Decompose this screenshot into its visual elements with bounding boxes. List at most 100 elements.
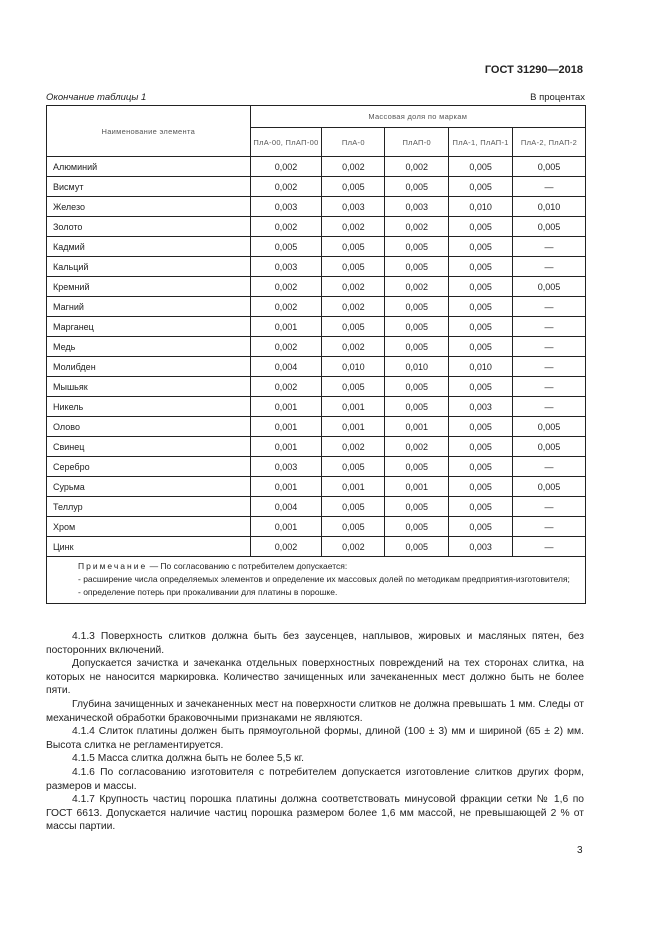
mass-fraction-cell: — [512, 256, 586, 277]
table-row: Сурьма 0,001 0,001 0,001 0,005 0,005 [46, 476, 586, 497]
mass-fraction-cell: 0,002 [249, 536, 323, 557]
mass-fraction-cell: 0,005 [384, 536, 450, 557]
mass-fraction-cell: — [512, 356, 586, 377]
mass-fraction-cell: 0,001 [249, 316, 323, 337]
col-header-grade: ПлАП-0 [384, 127, 450, 157]
element-name: Мышьяк [46, 376, 251, 397]
mass-fraction-cell: 0,005 [321, 256, 386, 277]
mass-fraction-cell: — [512, 536, 586, 557]
mass-fraction-cell: 0,005 [512, 416, 586, 437]
mass-fraction-cell: 0,003 [448, 396, 514, 417]
paragraph: 4.1.4 Слиток платины должен быть прямоуг… [46, 726, 584, 751]
mass-fraction-cell: 0,001 [249, 476, 323, 497]
table-row: Медь 0,002 0,002 0,005 0,005— [46, 336, 586, 357]
paragraph: Глубина зачищенных и зачеканенных мест н… [46, 698, 584, 724]
mass-fraction-cell: 0,005 [448, 216, 514, 237]
element-name: Хром [46, 516, 251, 537]
mass-fraction-cell: 0,005 [384, 176, 450, 197]
table-row: Железо 0,003 0,003 0,003 0,010 0,010 [46, 196, 586, 217]
element-name: Висмут [46, 176, 251, 197]
mass-fraction-cell: 0,002 [384, 436, 450, 457]
col-header-element: Наименование элемента [46, 105, 251, 157]
mass-fraction-cell: — [512, 236, 586, 257]
mass-fraction-cell: 0,005 [448, 416, 514, 437]
mass-fraction-cell: 0,005 [512, 476, 586, 497]
element-name: Теллур [46, 496, 251, 517]
paragraph: 4.1.3 Поверхность слитков должна быть бе… [46, 631, 584, 656]
element-name: Цинк [46, 536, 251, 557]
mass-fraction-cell: 0,004 [249, 496, 323, 517]
mass-fraction-cell: 0,003 [249, 456, 323, 477]
mass-fraction-cell: 0,005 [384, 496, 450, 517]
col-header-group: Массовая доля по маркам [249, 105, 587, 128]
mass-fraction-cell: 0,005 [384, 296, 450, 317]
col-header-grade: ПлА-0 [321, 127, 386, 157]
note-item: - определение потерь при прокаливании дл… [78, 587, 338, 597]
element-name: Кадмий [46, 236, 251, 257]
mass-fraction-cell: 0,005 [512, 276, 586, 297]
mass-fraction-cell: 0,001 [249, 436, 323, 457]
paragraph: Допускается зачистка и зачеканка отдельн… [46, 658, 584, 697]
table-unit: В процентах [530, 92, 585, 103]
mass-fraction-cell: 0,010 [512, 196, 586, 217]
table-row: Теллур 0,004 0,005 0,005 0,005— [46, 496, 586, 517]
mass-fraction-cell: — [512, 496, 586, 517]
mass-fraction-cell: 0,001 [384, 476, 450, 497]
paragraph: 4.1.6 По согласованию изготовителя с пот… [46, 766, 584, 792]
mass-fraction-cell: 0,005 [448, 236, 514, 257]
mass-fraction-cell: 0,010 [448, 196, 514, 217]
mass-fraction-cell: 0,005 [448, 436, 514, 457]
mass-fraction-cell: 0,001 [249, 516, 323, 537]
table-row: Марганец 0,001 0,005 0,005 0,005— [46, 316, 586, 337]
table-note: Примечание — По согласованию с потребите… [46, 556, 586, 604]
element-name: Золото [46, 216, 251, 237]
mass-fraction-cell: 0,002 [249, 336, 323, 357]
mass-fraction-cell: 0,005 [384, 456, 450, 477]
mass-fraction-cell: 0,005 [321, 456, 386, 477]
mass-fraction-cell: 0,005 [448, 336, 514, 357]
mass-fraction-cell: 0,005 [448, 276, 514, 297]
paragraph: 4.1.7 Крупность частиц порошка платины д… [46, 794, 584, 833]
mass-fraction-cell: 0,010 [384, 356, 450, 377]
mass-fraction-cell: 0,001 [384, 416, 450, 437]
element-name: Сурьма [46, 476, 251, 497]
table-row: Мышьяк 0,002 0,005 0,005 0,005— [46, 376, 586, 397]
element-name: Никель [46, 396, 251, 417]
mass-fraction-cell: 0,010 [321, 356, 386, 377]
mass-fraction-cell: 0,005 [321, 516, 386, 537]
mass-fraction-cell: 0,003 [249, 256, 323, 277]
mass-fraction-cell: 0,005 [448, 316, 514, 337]
mass-fraction-cell: 0,005 [448, 176, 514, 197]
mass-fraction-cell: 0,002 [384, 276, 450, 297]
mass-fraction-cell: 0,005 [384, 336, 450, 357]
mass-fraction-cell: 0,005 [384, 516, 450, 537]
mass-fraction-cell: 0,003 [384, 196, 450, 217]
mass-fraction-cell: 0,005 [384, 256, 450, 277]
note-label: Примечание [78, 561, 148, 571]
mass-fraction-cell: 0,002 [321, 156, 386, 177]
mass-fraction-cell: 0,005 [249, 236, 323, 257]
mass-fraction-cell: 0,005 [384, 236, 450, 257]
mass-fraction-cell: 0,002 [384, 156, 450, 177]
mass-fraction-cell: 0,002 [321, 216, 386, 237]
mass-fraction-cell: 0,002 [321, 536, 386, 557]
mass-fraction-cell: 0,001 [321, 416, 386, 437]
mass-fraction-cell: 0,005 [384, 316, 450, 337]
mass-fraction-cell: 0,005 [512, 156, 586, 177]
element-name: Алюминий [46, 156, 251, 177]
mass-fraction-cell: 0,005 [448, 496, 514, 517]
mass-fraction-cell: — [512, 296, 586, 317]
note-intro: — По согласованию с потребителем допуска… [147, 561, 348, 571]
paragraph: 4.1.5 Масса слитка должна быть не более … [72, 753, 304, 765]
mass-fraction-cell: 0,002 [321, 436, 386, 457]
mass-fraction-cell: 0,005 [321, 496, 386, 517]
col-header-grade: ПлА-00, ПлАП-00 [249, 127, 323, 157]
element-name: Серебро [46, 456, 251, 477]
mass-fraction-cell: 0,002 [249, 376, 323, 397]
mass-fraction-cell: 0,005 [448, 376, 514, 397]
mass-fraction-cell: 0,004 [249, 356, 323, 377]
mass-fraction-cell: 0,001 [321, 396, 386, 417]
element-name: Магний [46, 296, 251, 317]
mass-fraction-cell: 0,005 [321, 176, 386, 197]
mass-fraction-cell: — [512, 396, 586, 417]
